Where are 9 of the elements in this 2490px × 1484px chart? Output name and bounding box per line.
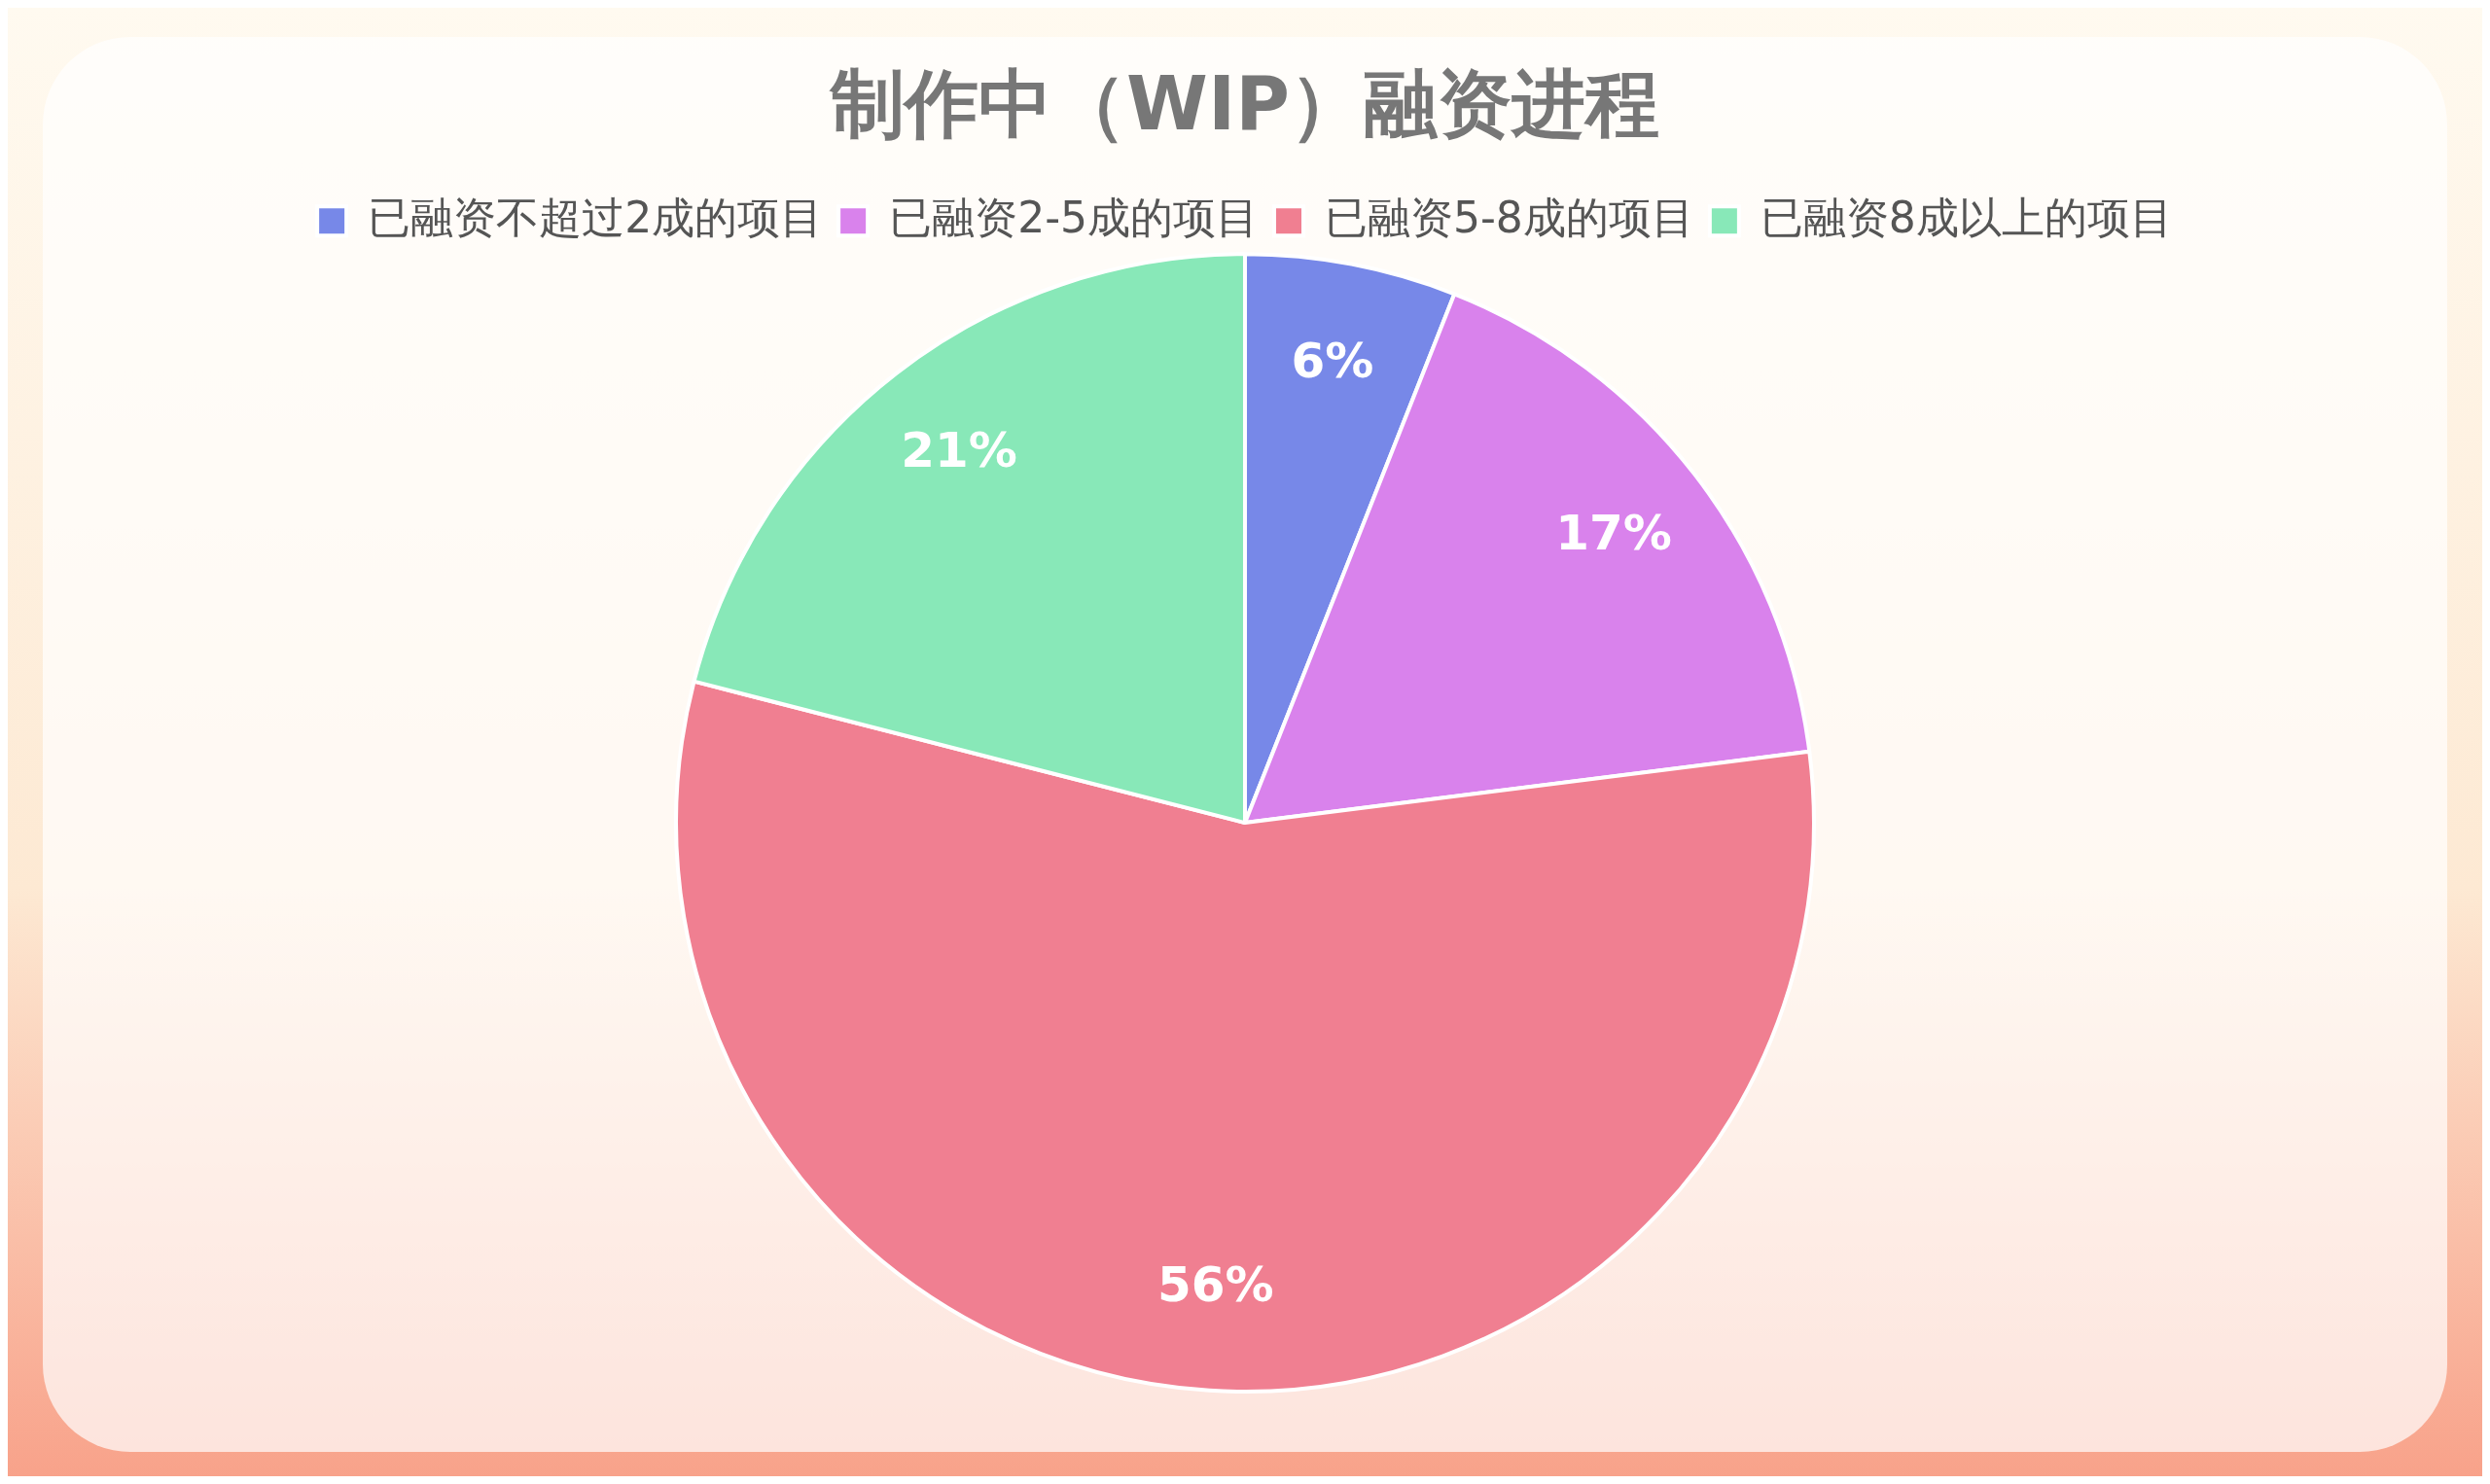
data-label: 6%	[1291, 332, 1374, 389]
legend-label: 已融资8成以上的项目	[1760, 192, 2173, 242]
legend-label: 已融资不超过2成的项目	[368, 192, 824, 242]
data-label: 17%	[1555, 505, 1672, 562]
data-label: 56%	[1157, 1255, 1274, 1313]
legend-label: 已融资5-8成的项目	[1325, 192, 1694, 242]
data-label: 21%	[901, 422, 1017, 479]
chart-title: 制作中（WIP）融资进程	[829, 60, 1659, 148]
legend-label: 已融资2-5成的项目	[889, 192, 1260, 242]
